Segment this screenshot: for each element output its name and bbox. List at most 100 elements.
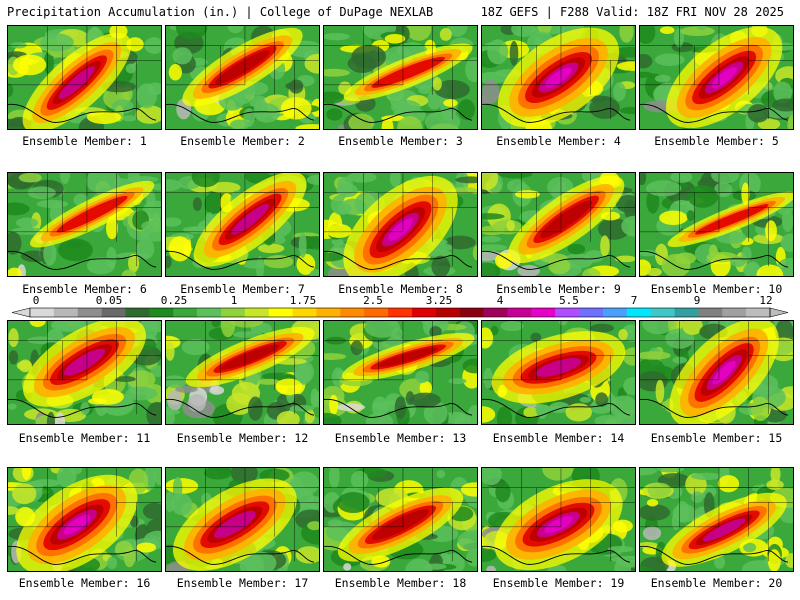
precip-map (640, 321, 793, 424)
colorbar-segment (650, 308, 675, 317)
ensemble-member-label: Ensemble Member: 16 (18, 576, 151, 590)
colorbar-segment (364, 308, 389, 317)
colorbar-tick-label: 0 (32, 294, 40, 307)
colorbar-segment (220, 308, 246, 317)
ensemble-map-panel (323, 467, 478, 572)
precip-map (324, 26, 477, 129)
colorbar-segment (53, 308, 79, 317)
colorbar-segment (316, 308, 341, 317)
precip-map (482, 321, 635, 424)
precip-map (324, 173, 477, 276)
ensemble-map-panel (165, 172, 320, 277)
precip-map (166, 26, 319, 129)
precip-map (8, 321, 161, 424)
colorbar-tick-label: 12 (759, 294, 773, 307)
colorbar-segment (698, 308, 723, 317)
precip-colorbar: 0 0.05 0.25 1 1.75 2.5 3.25 4 5.5 7 9 12 (6, 294, 794, 318)
ensemble-map-panel (639, 467, 794, 572)
colorbar-segment (125, 308, 150, 317)
precip-map (640, 173, 793, 276)
ensemble-map-panel (481, 320, 636, 425)
ensemble-member-label: Ensemble Member: 10 (650, 282, 783, 296)
precip-map (8, 26, 161, 129)
precip-map (324, 321, 477, 424)
colorbar-segment (435, 308, 460, 317)
colorbar-tick-label: 3.25 (425, 294, 453, 307)
colorbar-scale (11, 307, 789, 318)
ensemble-member-label: Ensemble Member: 4 (496, 134, 621, 148)
colorbar-segment (101, 308, 126, 317)
ensemble-member-label: Ensemble Member: 18 (334, 576, 467, 590)
colorbar-segment (483, 308, 508, 317)
precip-map (640, 26, 793, 129)
ensemble-member-label: Ensemble Member: 13 (334, 431, 467, 445)
colorbar-segment (555, 308, 580, 317)
ensemble-member-label: Ensemble Member: 11 (18, 431, 151, 445)
ensemble-map-panel (323, 320, 478, 425)
ensemble-map-panel (7, 320, 162, 425)
precip-map (166, 321, 319, 424)
ensemble-map-panel (481, 467, 636, 572)
colorbar-segment (197, 308, 222, 317)
colorbar-high-arrow (769, 307, 789, 318)
colorbar-tick-label: 7 (630, 294, 638, 307)
map-title: Precipitation Accumulation (in.) | Colle… (7, 5, 434, 19)
ensemble-map-panel (639, 172, 794, 277)
precip-map (482, 173, 635, 276)
ensemble-map-panel (7, 25, 162, 130)
ensemble-map-panel (323, 172, 478, 277)
ensemble-map-panel (481, 25, 636, 130)
ensemble-member-label: Ensemble Member: 14 (492, 431, 625, 445)
colorbar-segment (722, 308, 747, 317)
ensemble-member-label: Ensemble Member: 20 (650, 576, 783, 590)
ensemble-member-label: Ensemble Member: 12 (176, 431, 309, 445)
colorbar-tick-label: 4 (496, 294, 504, 307)
colorbar-segment (292, 308, 317, 317)
colorbar-segment (459, 308, 484, 317)
ensemble-member-label: Ensemble Member: 15 (650, 431, 783, 445)
ensemble-map-panel (639, 25, 794, 130)
colorbar-segment (388, 308, 413, 317)
ensemble-map-panel (165, 467, 320, 572)
ensemble-map-panel (165, 25, 320, 130)
ensemble-member-label: Ensemble Member: 19 (492, 576, 625, 590)
colorbar-segment (626, 308, 651, 317)
ensemble-map-panel (639, 320, 794, 425)
colorbar-outline (29, 307, 771, 318)
ensemble-member-label: Ensemble Member: 1 (22, 134, 147, 148)
ensemble-member-label: Ensemble Member: 2 (180, 134, 305, 148)
colorbar-segment (244, 308, 270, 317)
colorbar-segment (411, 308, 437, 317)
colorbar-tick-label: 1.75 (289, 294, 317, 307)
ensemble-map-panel (7, 467, 162, 572)
precip-map (8, 173, 161, 276)
colorbar-segment (149, 308, 174, 317)
colorbar-low-arrow (11, 307, 31, 318)
ensemble-member-label: Ensemble Member: 5 (654, 134, 779, 148)
run-info: 18Z GEFS | F288 Valid: 18Z FRI NOV 28 20… (480, 5, 784, 19)
precip-map (324, 468, 477, 571)
ensemble-map-panel (165, 320, 320, 425)
colorbar-segment (77, 308, 102, 317)
colorbar-segment (268, 308, 293, 317)
colorbar-segment (531, 308, 556, 317)
colorbar-tick-label: 9 (693, 294, 701, 307)
colorbar-segment (674, 308, 699, 317)
ensemble-map-panel (481, 172, 636, 277)
colorbar-segment (340, 308, 365, 317)
colorbar-segment (602, 308, 628, 317)
precip-map (166, 173, 319, 276)
precip-map (166, 468, 319, 571)
ensemble-member-label: Ensemble Member: 8 (338, 282, 463, 296)
ensemble-member-label: Ensemble Member: 17 (176, 576, 309, 590)
ensemble-member-label: Ensemble Member: 3 (338, 134, 463, 148)
colorbar-segment (30, 308, 55, 317)
colorbar-tick-label: 0.25 (160, 294, 188, 307)
ensemble-member-label: Ensemble Member: 6 (22, 282, 147, 296)
colorbar-segment (507, 308, 532, 317)
ensemble-member-label: Ensemble Member: 7 (180, 282, 305, 296)
colorbar-segment (746, 308, 771, 317)
precip-map (640, 468, 793, 571)
colorbar-tick-label: 1 (230, 294, 238, 307)
precip-map (482, 468, 635, 571)
